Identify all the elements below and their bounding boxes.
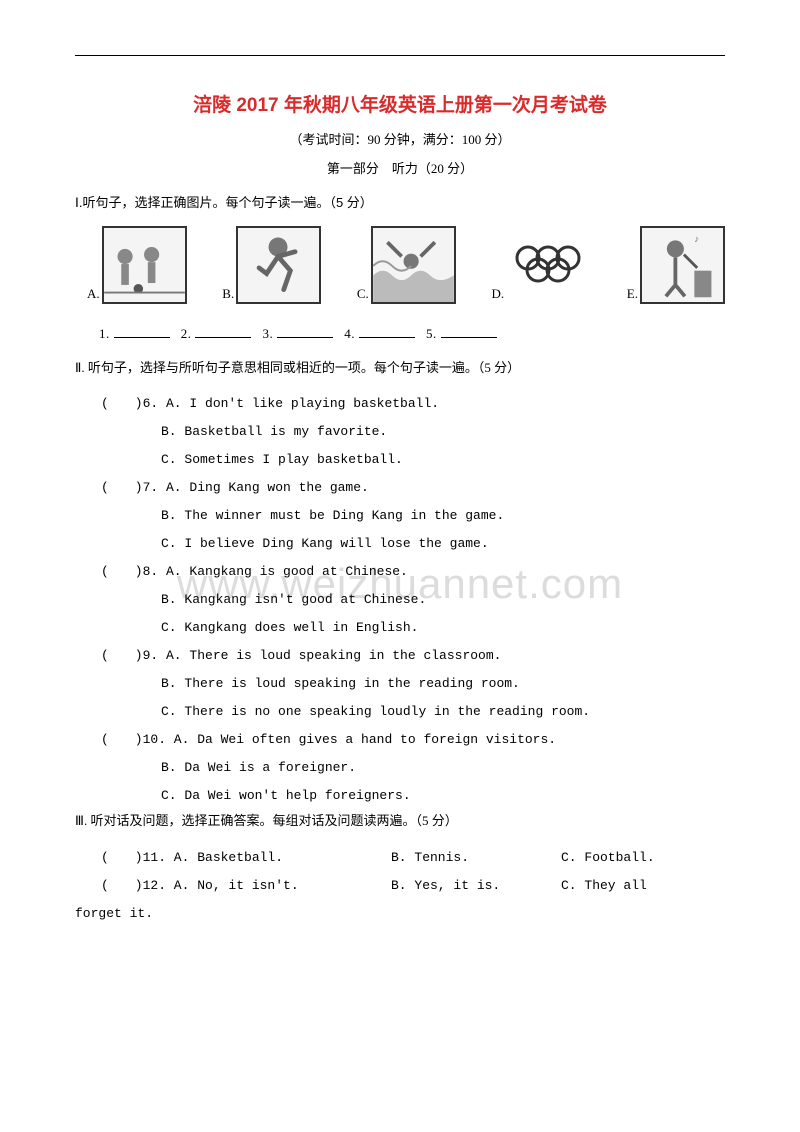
q12-row: ( )12. A. No, it isn't. B. Yes, it is. C… <box>75 872 725 900</box>
q10-option-b: B. Da Wei is a foreigner. <box>75 754 725 782</box>
option-letter: A. <box>87 286 100 302</box>
blank-4[interactable] <box>359 324 415 338</box>
q9-option-b: B. There is loud speaking in the reading… <box>75 670 725 698</box>
q12-option-c: C. They all <box>561 872 725 900</box>
q7-option-b: B. The winner must be Ding Kang in the g… <box>75 502 725 530</box>
q10-stem: ( )10. A. Da Wei often gives a hand to f… <box>75 726 725 754</box>
image-options-row: A. B. C. D. E. ♪ <box>87 226 725 304</box>
blank-2[interactable] <box>195 324 251 338</box>
blank-label-5: 5. <box>426 326 437 341</box>
blank-label-2: 2. <box>181 326 192 341</box>
q11-row: ( )11. A. Basketball. B. Tennis. C. Foot… <box>75 844 725 872</box>
option-letter: B. <box>222 286 234 302</box>
q12-option-b: B. Yes, it is. <box>391 872 561 900</box>
image-option-b: B. <box>222 226 321 304</box>
q8-stem: ( )8. A. Kangkang is good at Chinese. <box>75 558 725 586</box>
image-option-e: E. ♪ <box>627 226 725 304</box>
blank-5[interactable] <box>441 324 497 338</box>
q7-stem: ( )7. A. Ding Kang won the game. <box>75 474 725 502</box>
section-1-heading: Ⅰ.听句子，选择正确图片。每个句子读一遍。（5 分） <box>75 191 725 216</box>
q8-option-c: C. Kangkang does well in English. <box>75 614 725 642</box>
part-label: 第一部分 听力（20 分） <box>75 158 725 177</box>
page-content: 涪陵 2017 年秋期八年级英语上册第一次月考试卷 （考试时间：90 分钟，满分… <box>75 90 725 928</box>
picture-d-olympic-rings <box>506 226 591 304</box>
q12-tail: forget it. <box>75 900 725 928</box>
exam-meta: （考试时间：90 分钟，满分：100 分） <box>75 129 725 148</box>
section-2-heading: Ⅱ. 听句子，选择与所听句子意思相同或相近的一项。每个句子读一遍。（5 分） <box>75 356 725 381</box>
q7-option-c: C. I believe Ding Kang will lose the gam… <box>75 530 725 558</box>
blank-label-1: 1. <box>99 326 110 341</box>
q6-option-c: C. Sometimes I play basketball. <box>75 446 725 474</box>
image-option-a: A. <box>87 226 187 304</box>
picture-c-swimming <box>371 226 456 304</box>
q9-stem: ( )9. A. There is loud speaking in the c… <box>75 642 725 670</box>
image-option-d: D. <box>491 226 591 304</box>
image-option-c: C. <box>357 226 456 304</box>
q6-stem: ( )6. A. I don't like playing basketball… <box>75 390 725 418</box>
q11-option-a: ( )11. A. Basketball. <box>101 844 391 872</box>
top-horizontal-rule <box>75 55 725 56</box>
q11-option-c: C. Football. <box>561 844 725 872</box>
answer-blanks-row: 1. 2. 3. 4. 5. <box>99 324 725 342</box>
document-title: 涪陵 2017 年秋期八年级英语上册第一次月考试卷 <box>75 90 725 117</box>
q10-option-c: C. Da Wei won't help foreigners. <box>75 782 725 810</box>
q12-option-a: ( )12. A. No, it isn't. <box>101 872 391 900</box>
option-letter: C. <box>357 286 369 302</box>
q6-option-b: B. Basketball is my favorite. <box>75 418 725 446</box>
option-letter: E. <box>627 286 638 302</box>
blank-label-3: 3. <box>263 326 274 341</box>
q8-option-b: B. Kangkang isn't good at Chinese. <box>75 586 725 614</box>
section-3-heading: Ⅲ. 听对话及问题，选择正确答案。每组对话及问题读两遍。（5 分） <box>75 809 725 834</box>
blank-3[interactable] <box>277 324 333 338</box>
blank-label-4: 4. <box>344 326 355 341</box>
option-letter: D. <box>491 286 504 302</box>
q9-option-c: C. There is no one speaking loudly in th… <box>75 698 725 726</box>
section-1-text: Ⅰ.听句子，选择正确图片。每个句子读一遍。（5 分） <box>75 195 373 210</box>
picture-a-soccer <box>102 226 187 304</box>
picture-b-running <box>236 226 321 304</box>
q11-option-b: B. Tennis. <box>391 844 561 872</box>
blank-1[interactable] <box>114 324 170 338</box>
svg-text:♪: ♪ <box>694 235 699 245</box>
picture-e-singer: ♪ <box>640 226 725 304</box>
